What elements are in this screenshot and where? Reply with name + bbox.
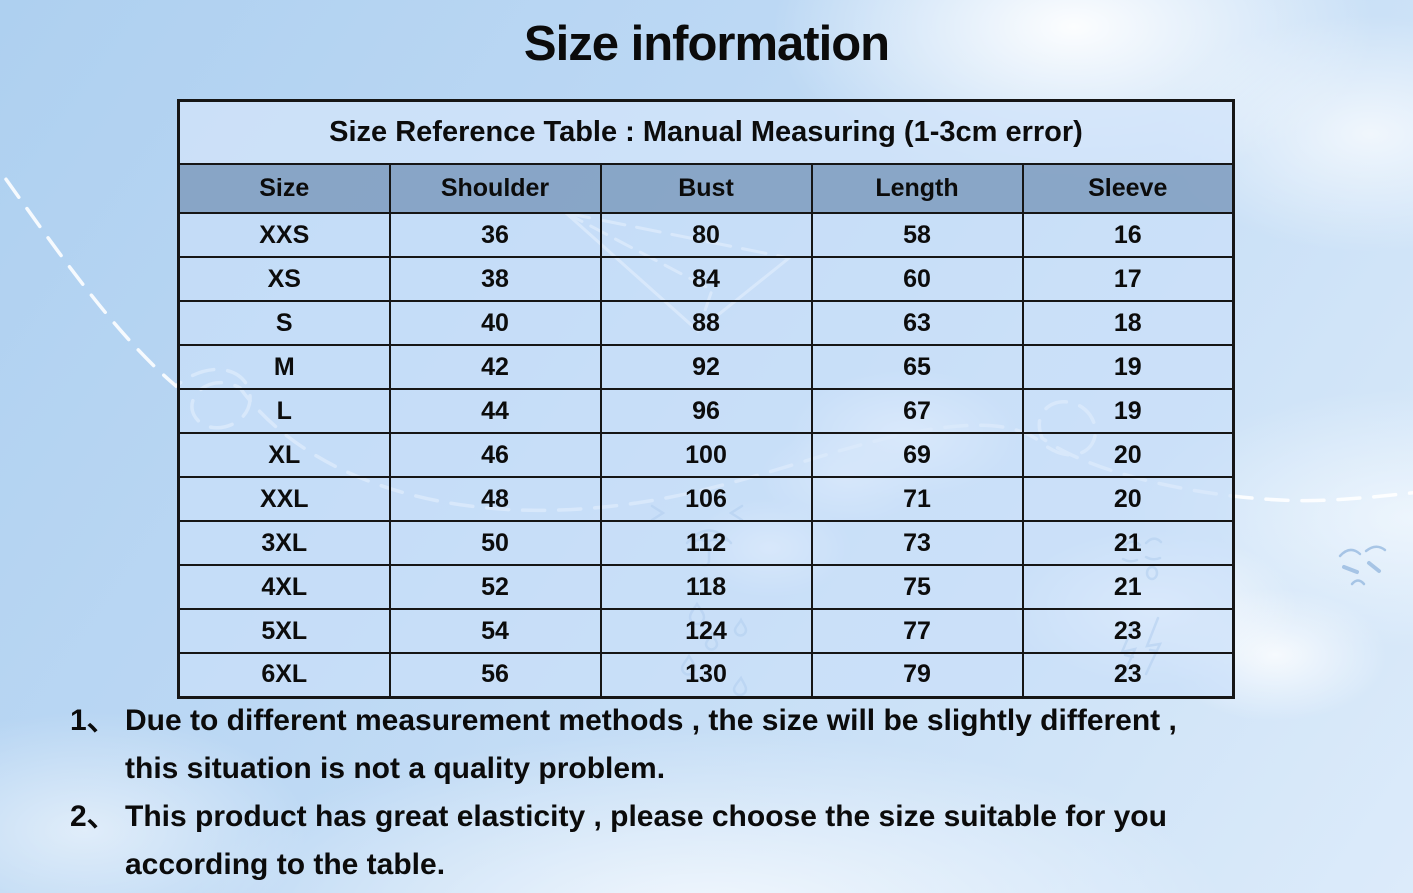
- table-row: XXL 48 106 71 20: [177, 476, 1235, 522]
- bust-cell: 88: [599, 300, 813, 346]
- table-row: L 44 96 67 19: [177, 388, 1235, 434]
- table-caption: Size Reference Table : Manual Measuring …: [177, 99, 1235, 165]
- length-cell: 77: [810, 608, 1024, 654]
- bust-cell: 124: [599, 608, 813, 654]
- column-header-bust: Bust: [599, 163, 813, 214]
- column-header-shoulder: Shoulder: [388, 163, 602, 214]
- column-header-sleeve: Sleeve: [1021, 163, 1235, 214]
- bust-cell: 130: [599, 652, 813, 698]
- shoulder-cell: 40: [388, 300, 602, 346]
- note-text: This product has great elasticity , plea…: [125, 800, 1167, 881]
- length-cell: 71: [810, 476, 1024, 522]
- note-item: 1、 Due to different measurement methods …: [70, 697, 1370, 793]
- length-cell: 75: [810, 564, 1024, 610]
- table-row: 6XL 56 130 79 23: [177, 652, 1235, 698]
- length-cell: 63: [810, 300, 1024, 346]
- bust-cell: 92: [599, 344, 813, 390]
- length-cell: 79: [810, 652, 1024, 698]
- table-body: XXS 36 80 58 16 XS 38 84 60 17 S 40 88 63 18 M 42 92 65 19 L…: [177, 212, 1235, 698]
- shoulder-cell: 38: [388, 256, 602, 302]
- size-cell: 3XL: [177, 520, 391, 566]
- bust-cell: 106: [599, 476, 813, 522]
- size-cell: M: [177, 344, 391, 390]
- sleeve-cell: 23: [1021, 652, 1235, 698]
- note-item: 2、 This product has great elasticity , p…: [70, 793, 1370, 889]
- bust-cell: 84: [599, 256, 813, 302]
- length-cell: 73: [810, 520, 1024, 566]
- shoulder-cell: 44: [388, 388, 602, 434]
- length-cell: 65: [810, 344, 1024, 390]
- table-header-row: Size Shoulder Bust Length Sleeve: [177, 163, 1235, 214]
- bust-cell: 80: [599, 212, 813, 258]
- bust-cell: 112: [599, 520, 813, 566]
- table-row: M 42 92 65 19: [177, 344, 1235, 390]
- table-row: XL 46 100 69 20: [177, 432, 1235, 478]
- length-cell: 58: [810, 212, 1024, 258]
- size-cell: 6XL: [177, 652, 391, 698]
- length-cell: 60: [810, 256, 1024, 302]
- sleeve-cell: 20: [1021, 432, 1235, 478]
- size-cell: S: [177, 300, 391, 346]
- length-cell: 67: [810, 388, 1024, 434]
- sleeve-cell: 21: [1021, 564, 1235, 610]
- sleeve-cell: 20: [1021, 476, 1235, 522]
- shoulder-cell: 50: [388, 520, 602, 566]
- column-header-size: Size: [177, 163, 391, 214]
- shoulder-cell: 36: [388, 212, 602, 258]
- table-row: XS 38 84 60 17: [177, 256, 1235, 302]
- length-cell: 69: [810, 432, 1024, 478]
- sleeve-cell: 18: [1021, 300, 1235, 346]
- size-cell: XL: [177, 432, 391, 478]
- size-cell: 4XL: [177, 564, 391, 610]
- size-cell: 5XL: [177, 608, 391, 654]
- sleeve-cell: 19: [1021, 344, 1235, 390]
- note-number: 1、: [70, 704, 117, 737]
- notes: 1、 Due to different measurement methods …: [70, 697, 1370, 889]
- bust-cell: 118: [599, 564, 813, 610]
- size-cell: XS: [177, 256, 391, 302]
- table-caption-row: Size Reference Table : Manual Measuring …: [177, 99, 1235, 165]
- shoulder-cell: 48: [388, 476, 602, 522]
- table-row: 5XL 54 124 77 23: [177, 608, 1235, 654]
- table-row: XXS 36 80 58 16: [177, 212, 1235, 258]
- sleeve-cell: 23: [1021, 608, 1235, 654]
- shoulder-cell: 52: [388, 564, 602, 610]
- page-title: Size information: [523, 17, 890, 71]
- note-text: Due to different measurement methods , t…: [125, 704, 1177, 785]
- bust-cell: 100: [599, 432, 813, 478]
- bust-cell: 96: [599, 388, 813, 434]
- sleeve-cell: 17: [1021, 256, 1235, 302]
- shoulder-cell: 54: [388, 608, 602, 654]
- table-row: S 40 88 63 18: [177, 300, 1235, 346]
- note-number: 2、: [70, 800, 117, 833]
- shoulder-cell: 46: [388, 432, 602, 478]
- shoulder-cell: 42: [388, 344, 602, 390]
- face-doodle-large: [1338, 545, 1387, 586]
- sleeve-cell: 19: [1021, 388, 1235, 434]
- sleeve-cell: 21: [1021, 520, 1235, 566]
- table-row: 4XL 52 118 75 21: [177, 564, 1235, 610]
- size-reference-table: Size Reference Table : Manual Measuring …: [177, 99, 1235, 699]
- size-cell: XXS: [177, 212, 391, 258]
- shoulder-cell: 56: [388, 652, 602, 698]
- column-header-length: Length: [810, 163, 1024, 214]
- sleeve-cell: 16: [1021, 212, 1235, 258]
- size-cell: L: [177, 388, 391, 434]
- table-row: 3XL 50 112 73 21: [177, 520, 1235, 566]
- size-cell: XXL: [177, 476, 391, 522]
